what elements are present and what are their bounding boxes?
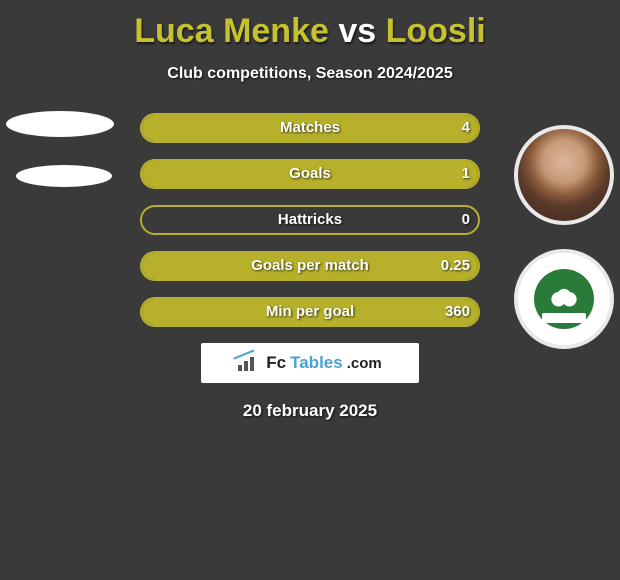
brand-badge: FcTables.com xyxy=(201,343,419,383)
stat-bar-fill xyxy=(142,115,478,141)
stat-value-right: 0.25 xyxy=(441,251,470,281)
stats-bar-list: Matches4 Goals1 Hattricks0 Goals per match0… xyxy=(140,113,480,327)
brand-fc: Fc xyxy=(266,353,286,373)
stat-bar-row: Goals1 xyxy=(140,159,480,189)
stat-bar-row: Min per goal360 xyxy=(140,297,480,327)
stat-value-right: 1 xyxy=(462,159,470,189)
crest-shield-icon xyxy=(534,269,594,329)
stat-bar-track xyxy=(140,251,480,281)
content-area: ★ ★ ★ Matches4 Goals1 Hattricks0 Goals per … xyxy=(0,113,620,421)
page-title: Luca Menke vs Loosli xyxy=(0,0,620,51)
vs-text: vs xyxy=(338,12,376,50)
stat-value-right: 360 xyxy=(445,297,470,327)
placeholder-ellipse-icon xyxy=(6,111,114,137)
right-avatar-stack: ★ ★ ★ xyxy=(514,125,614,373)
stat-value-right: 0 xyxy=(462,205,470,235)
stat-bar-fill xyxy=(142,253,478,279)
stat-value-right: 4 xyxy=(462,113,470,143)
date-label: 20 february 2025 xyxy=(0,401,620,421)
placeholder-ellipse-icon xyxy=(16,165,112,187)
left-avatar-stack xyxy=(6,111,114,215)
club-crest-avatar: ★ ★ ★ xyxy=(514,249,614,349)
player1-name: Luca Menke xyxy=(134,12,329,50)
crest-stars-icon: ★ ★ ★ xyxy=(518,249,610,256)
subtitle: Club competitions, Season 2024/2025 xyxy=(0,65,620,83)
stat-bar-fill xyxy=(142,299,478,325)
stat-bar-fill xyxy=(142,161,478,187)
stat-bar-track xyxy=(140,159,480,189)
stat-bar-row: Goals per match0.25 xyxy=(140,251,480,281)
stat-bar-row: Matches4 xyxy=(140,113,480,143)
stat-bar-track xyxy=(140,113,480,143)
player2-name: Loosli xyxy=(386,12,486,50)
stat-bar-row: Hattricks0 xyxy=(140,205,480,235)
stat-bar-track xyxy=(140,297,480,327)
stat-bar-track xyxy=(140,205,480,235)
brand-tables: Tables xyxy=(290,353,343,373)
brand-dotcom: .com xyxy=(347,355,382,372)
bar-chart-icon xyxy=(238,355,258,371)
player-photo-avatar xyxy=(514,125,614,225)
